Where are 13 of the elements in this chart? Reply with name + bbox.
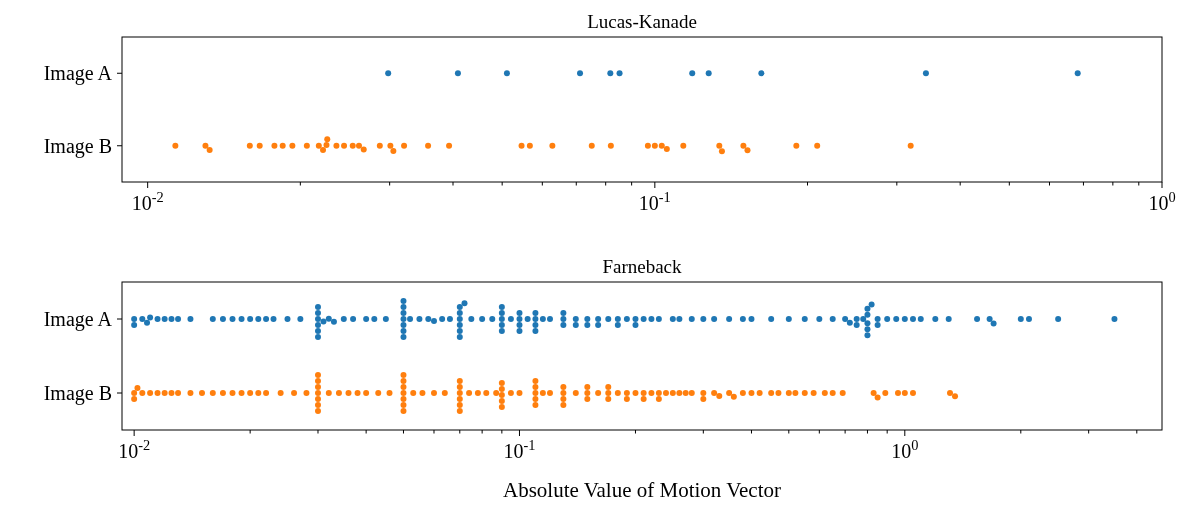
chart-title: Lucas-Kanade: [587, 11, 697, 32]
y-tick-label: Image B: [43, 134, 112, 158]
x-tick-label: 10$^{0}$: [891, 437, 919, 462]
x-tick-label: 10$^{-2}$: [131, 189, 164, 214]
y-tick-label: Image A: [43, 308, 113, 331]
chart-title: Farneback: [602, 256, 683, 277]
x-tick-label: 10$^{-1}$: [638, 189, 671, 214]
x-tick-label: 10$^{-1}$: [503, 437, 536, 462]
x-axis-title: Absolute Value of Motion Vector: [502, 478, 782, 502]
y-tick-label: Image A: [43, 62, 113, 86]
x-tick-label: 10$^{-2}$: [118, 437, 151, 462]
x-tick-label: 10$^{0}$: [1148, 189, 1176, 214]
y-tick-label: Image B: [43, 382, 112, 405]
